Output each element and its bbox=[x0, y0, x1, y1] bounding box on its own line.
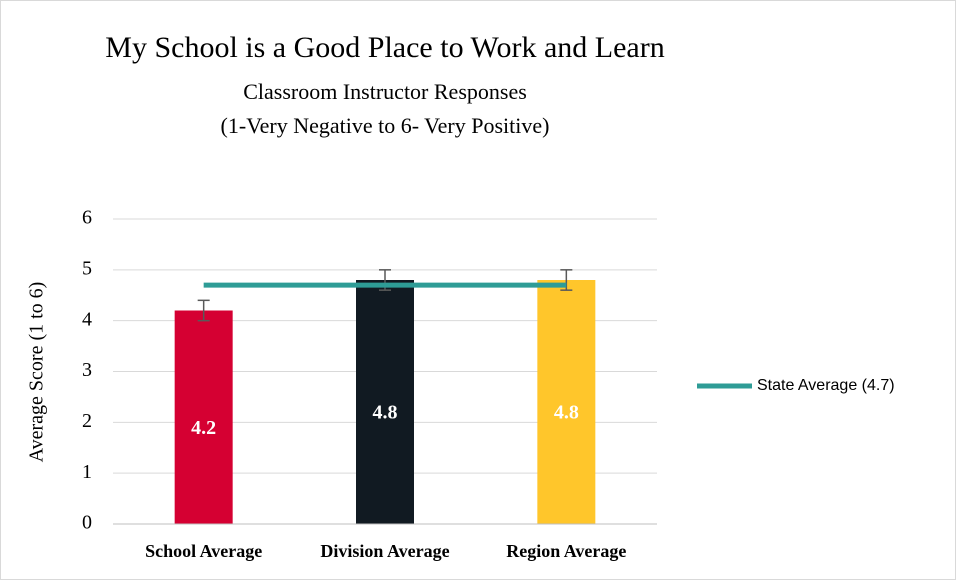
legend-label: State Average (4.7) bbox=[757, 377, 895, 394]
chart-subtitle: (1-Very Negative to 6- Very Positive) bbox=[221, 113, 550, 138]
y-tick-label: 0 bbox=[82, 512, 92, 534]
chart-title: My School is a Good Place to Work and Le… bbox=[105, 31, 664, 64]
x-tick-label: School Average bbox=[145, 541, 262, 561]
bar bbox=[356, 280, 414, 524]
chart-subtitle: Classroom Instructor Responses bbox=[243, 79, 527, 104]
y-tick-label: 4 bbox=[82, 308, 92, 330]
bar bbox=[174, 310, 233, 524]
y-tick-label: 1 bbox=[82, 461, 92, 483]
y-tick-label: 3 bbox=[82, 359, 92, 381]
y-tick-label: 6 bbox=[82, 207, 92, 229]
x-tick-label: Division Average bbox=[320, 541, 449, 561]
data-label: 4.8 bbox=[554, 402, 579, 424]
data-label: 4.2 bbox=[191, 417, 216, 439]
data-label: 4.8 bbox=[373, 402, 398, 424]
y-tick-label: 5 bbox=[82, 257, 92, 279]
y-axis-label: Average Score (1 to 6) bbox=[26, 282, 48, 463]
y-tick-label: 2 bbox=[82, 410, 92, 432]
x-tick-label: Region Average bbox=[506, 541, 626, 561]
bar bbox=[537, 280, 596, 524]
